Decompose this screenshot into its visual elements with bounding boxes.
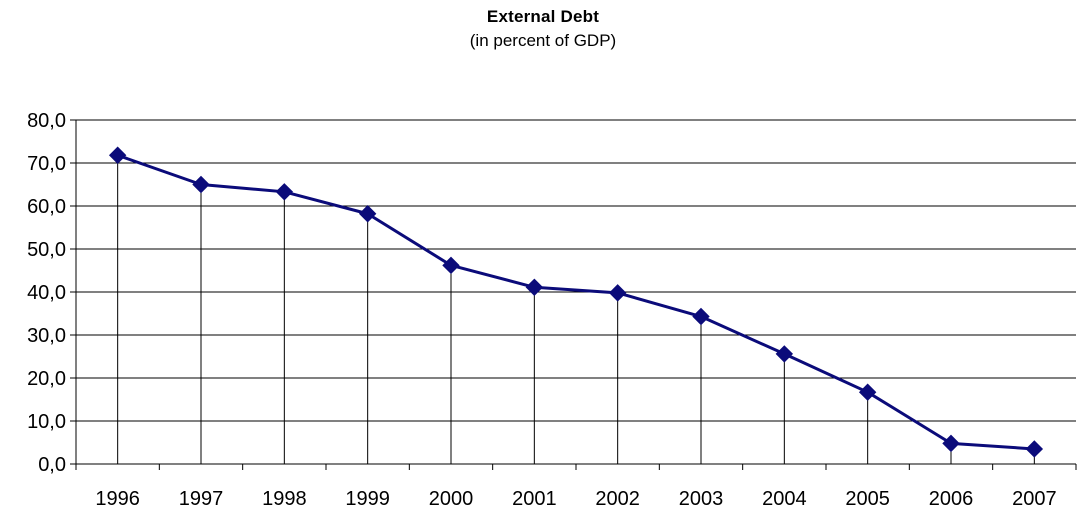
series-line-layer (117, 153, 1035, 451)
y-tick-label: 30,0 (27, 325, 66, 347)
data-point-marker (775, 345, 794, 363)
x-tick-label: 2001 (512, 488, 557, 510)
drop-lines (117, 155, 1035, 464)
x-tick-label: 2006 (929, 488, 974, 510)
data-point-marker (442, 256, 460, 275)
x-tick-label: 2007 (1012, 488, 1057, 510)
data-point-marker (858, 383, 877, 401)
chart-subtitle: (in percent of GDP) (469, 31, 617, 50)
data-point-marker (192, 175, 210, 194)
tick-labels: 0,0 10,0 20,0 30,0 40,0 50,0 60,0 70,0 80,0 1996 1… (27, 110, 1057, 510)
x-tick-label: 1996 (95, 488, 140, 510)
data-point-marker (525, 278, 544, 296)
gridlines (76, 119, 1076, 422)
data-point-marker (275, 183, 294, 201)
x-tick-label: 2002 (595, 488, 640, 510)
y-tick-label: 70,0 (27, 153, 66, 175)
x-tick-label: 2000 (429, 488, 474, 510)
series-markers (108, 146, 1044, 458)
y-tick-label: 20,0 (27, 368, 66, 390)
x-tick-label: 1997 (179, 488, 224, 510)
x-tick-label: 1998 (262, 488, 307, 510)
series-line (117, 153, 1035, 451)
y-tick-label: 50,0 (27, 239, 66, 261)
y-tick-label: 60,0 (27, 196, 66, 218)
data-point-marker (358, 205, 377, 223)
x-tick-label: 2003 (679, 488, 724, 510)
data-point-marker (108, 146, 127, 164)
x-tick-label: 2004 (762, 488, 807, 510)
x-tick-label: 2005 (845, 488, 890, 510)
x-tick-label: 1999 (345, 488, 390, 510)
data-point-marker (1025, 440, 1044, 458)
data-point-marker (608, 284, 627, 302)
y-tick-label: 40,0 (27, 282, 66, 304)
y-tick-label: 0,0 (38, 454, 66, 476)
data-point-marker (942, 434, 960, 453)
y-tick-label: 10,0 (27, 411, 66, 433)
y-tick-label: 80,0 (27, 110, 66, 132)
chart-title: External Debt (486, 7, 600, 26)
data-point-marker (692, 307, 710, 326)
axes (70, 119, 1077, 470)
